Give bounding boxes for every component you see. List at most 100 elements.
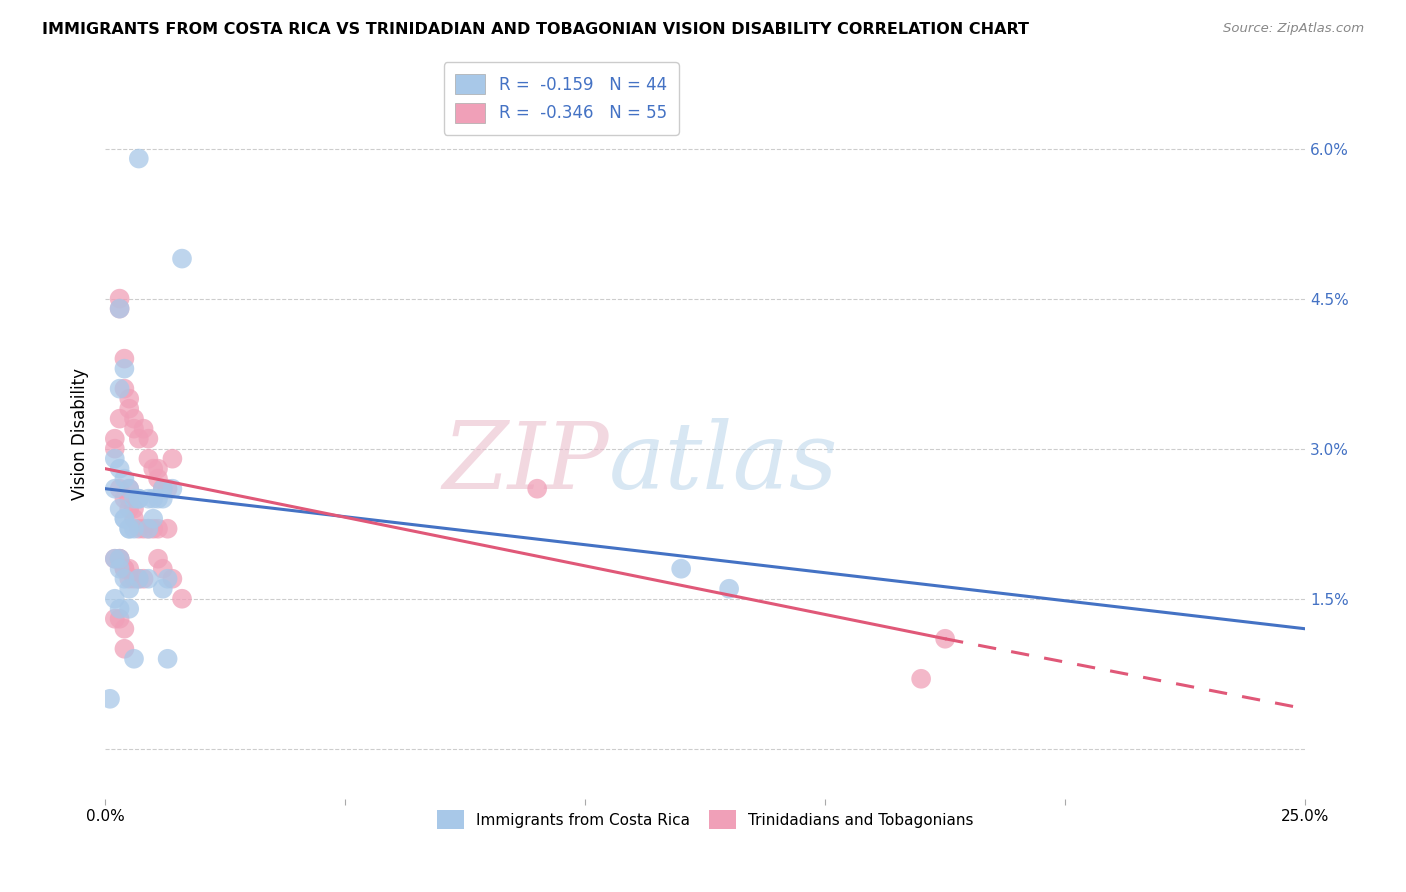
Point: [112, 512, 135, 526]
Point: [122, 652, 145, 666]
Point: [152, 491, 174, 506]
Point: [118, 392, 141, 406]
Text: atlas: atlas: [609, 417, 838, 508]
Point: [108, 292, 131, 306]
Point: [104, 432, 127, 446]
Point: [152, 562, 174, 576]
Point: [156, 652, 179, 666]
Point: [122, 491, 145, 506]
Point: [152, 582, 174, 596]
Point: [122, 422, 145, 436]
Point: [138, 451, 160, 466]
Point: [910, 672, 932, 686]
Point: [128, 572, 150, 586]
Point: [104, 551, 127, 566]
Point: [112, 572, 135, 586]
Point: [142, 461, 165, 475]
Point: [112, 562, 135, 576]
Point: [132, 422, 155, 436]
Point: [132, 522, 155, 536]
Point: [118, 522, 141, 536]
Point: [128, 491, 150, 506]
Point: [934, 632, 956, 646]
Point: [526, 482, 548, 496]
Point: [108, 562, 131, 576]
Point: [128, 572, 150, 586]
Point: [112, 472, 135, 486]
Point: [152, 482, 174, 496]
Point: [146, 551, 169, 566]
Point: [108, 461, 131, 475]
Point: [122, 522, 145, 536]
Point: [162, 451, 184, 466]
Point: [118, 582, 141, 596]
Point: [104, 442, 127, 456]
Point: [108, 501, 131, 516]
Point: [108, 411, 131, 425]
Point: [138, 572, 160, 586]
Point: [98, 691, 121, 706]
Point: [108, 301, 131, 316]
Point: [142, 512, 165, 526]
Point: [118, 562, 141, 576]
Point: [138, 522, 160, 536]
Point: [162, 572, 184, 586]
Point: [122, 512, 145, 526]
Point: [104, 551, 127, 566]
Point: [108, 551, 131, 566]
Point: [104, 591, 127, 606]
Point: [112, 622, 135, 636]
Point: [122, 411, 145, 425]
Point: [118, 522, 141, 536]
Point: [118, 482, 141, 496]
Point: [156, 482, 179, 496]
Point: [112, 491, 135, 506]
Point: [132, 572, 155, 586]
Point: [669, 562, 692, 576]
Point: [118, 572, 141, 586]
Point: [108, 551, 131, 566]
Point: [112, 351, 135, 366]
Point: [118, 491, 141, 506]
Text: Source: ZipAtlas.com: Source: ZipAtlas.com: [1223, 22, 1364, 36]
Point: [104, 451, 127, 466]
Text: ZIP: ZIP: [443, 417, 609, 508]
Point: [718, 582, 741, 596]
Point: [128, 522, 150, 536]
Point: [162, 482, 184, 496]
Legend: Immigrants from Costa Rica, Trinidadians and Tobagonians: Immigrants from Costa Rica, Trinidadians…: [430, 805, 980, 835]
Point: [138, 491, 160, 506]
Point: [108, 382, 131, 396]
Point: [108, 482, 131, 496]
Point: [104, 612, 127, 626]
Point: [146, 472, 169, 486]
Point: [118, 482, 141, 496]
Point: [112, 562, 135, 576]
Point: [108, 551, 131, 566]
Point: [146, 461, 169, 475]
Point: [108, 612, 131, 626]
Point: [128, 152, 150, 166]
Point: [118, 401, 141, 416]
Point: [170, 591, 193, 606]
Point: [122, 501, 145, 516]
Point: [146, 491, 169, 506]
Point: [138, 432, 160, 446]
Point: [156, 522, 179, 536]
Point: [108, 301, 131, 316]
Point: [152, 482, 174, 496]
Point: [142, 522, 165, 536]
Point: [170, 252, 193, 266]
Point: [112, 641, 135, 656]
Point: [128, 491, 150, 506]
Y-axis label: Vision Disability: Vision Disability: [72, 368, 89, 500]
Point: [112, 361, 135, 376]
Point: [104, 482, 127, 496]
Point: [142, 491, 165, 506]
Text: IMMIGRANTS FROM COSTA RICA VS TRINIDADIAN AND TOBAGONIAN VISION DISABILITY CORRE: IMMIGRANTS FROM COSTA RICA VS TRINIDADIA…: [42, 22, 1029, 37]
Point: [138, 522, 160, 536]
Point: [146, 522, 169, 536]
Point: [112, 512, 135, 526]
Point: [128, 432, 150, 446]
Point: [122, 572, 145, 586]
